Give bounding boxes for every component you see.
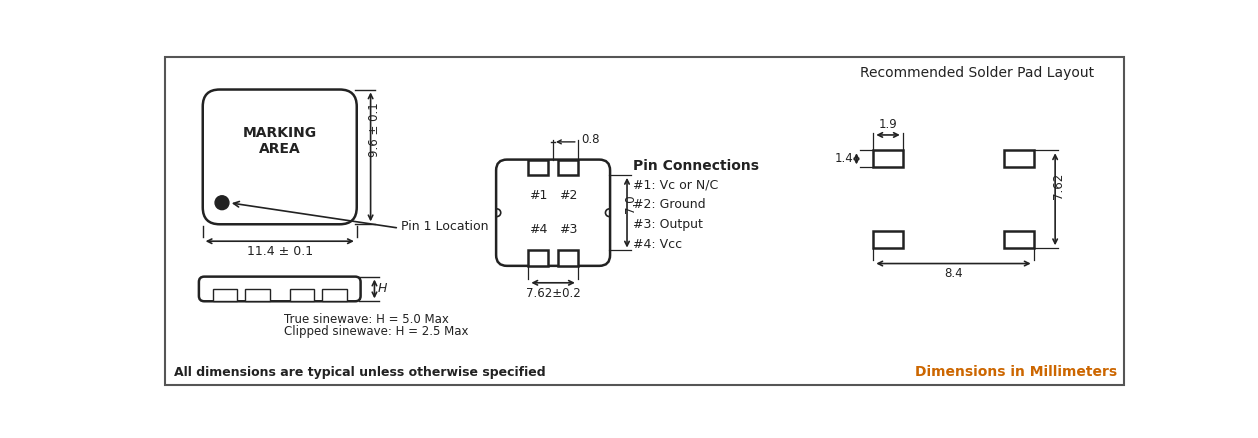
Text: #2: #2 [559,189,577,202]
Text: MARKING
AREA: MARKING AREA [243,126,317,156]
Bar [557,159,577,175]
Text: #3: Output: #3: Output [633,218,703,231]
Bar [1004,150,1034,167]
Bar [557,251,577,266]
Text: #4: #4 [530,223,547,236]
Text: #3: #3 [559,223,577,236]
Text: 9.6 ± 0.1: 9.6 ± 0.1 [367,102,381,157]
Bar [873,231,903,248]
FancyBboxPatch shape [203,89,357,224]
Text: True sinewave: H = 5.0 Max: True sinewave: H = 5.0 Max [283,313,448,326]
Bar [213,289,238,301]
Bar [528,251,548,266]
Text: 11.4 ± 0.1: 11.4 ± 0.1 [247,245,313,258]
Bar [873,150,903,167]
Bar [289,289,314,301]
Text: H: H [377,283,387,296]
Text: Recommended Solder Pad Layout: Recommended Solder Pad Layout [859,67,1093,81]
Text: #2: Ground: #2: Ground [633,198,706,211]
Text: 0.8: 0.8 [581,133,599,146]
Text: Pin 1 Location: Pin 1 Location [401,220,489,233]
Bar [528,159,548,175]
Text: #1: Vc or N/C: #1: Vc or N/C [633,178,718,191]
Text: All dimensions are typical unless otherwise specified: All dimensions are typical unless otherw… [175,366,546,379]
Bar [1004,231,1034,248]
Text: 7.62: 7.62 [1053,173,1066,199]
Text: 8.4: 8.4 [945,267,962,280]
Text: 1.4: 1.4 [834,152,853,165]
Bar [322,289,347,301]
Text: 7.0: 7.0 [624,194,638,213]
Text: Dimensions in Millimeters: Dimensions in Millimeters [915,365,1117,379]
Text: 1.9: 1.9 [878,118,897,131]
Text: #4: Vcc: #4: Vcc [633,238,682,251]
Text: Pin Connections: Pin Connections [633,159,759,173]
FancyBboxPatch shape [496,159,610,266]
Circle shape [215,196,229,210]
Text: Clipped sinewave: H = 2.5 Max: Clipped sinewave: H = 2.5 Max [283,325,468,338]
Bar [245,289,269,301]
Text: 7.62±0.2: 7.62±0.2 [526,286,580,300]
Text: #1: #1 [530,189,547,202]
FancyBboxPatch shape [199,277,361,301]
